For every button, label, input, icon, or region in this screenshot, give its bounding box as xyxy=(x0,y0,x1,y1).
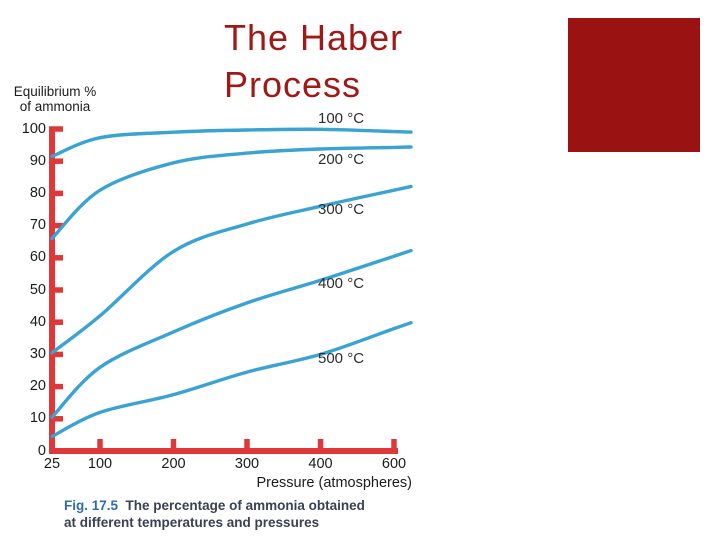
figure-caption: Fig. 17.5 The percentage of ammonia obta… xyxy=(64,498,404,531)
y-tick-label-20: 20 xyxy=(29,378,46,395)
axis-segment xyxy=(170,439,177,448)
axis-segment xyxy=(49,383,63,390)
y-axis-title-line-1: Equilibrium % xyxy=(13,84,97,99)
axis-segment xyxy=(49,222,63,229)
curve-500°C xyxy=(50,321,413,439)
axis-segment xyxy=(97,439,103,448)
y-axis-title: Equilibrium % of ammonia xyxy=(4,84,106,114)
curve-label-500°C: 500 °C xyxy=(318,350,365,367)
y-tick-label-100: 100 xyxy=(21,120,46,137)
axis-segment xyxy=(49,158,63,164)
x-tick-label-400: 400 xyxy=(308,456,333,472)
axis-segment xyxy=(317,439,324,448)
curve-100°C xyxy=(50,127,413,159)
figure-caption-line-1: The percentage of ammonia obtained xyxy=(125,498,365,513)
curve-label-300°C: 300 °C xyxy=(318,201,365,218)
axis-segment xyxy=(49,287,63,293)
y-tick-label-60: 60 xyxy=(29,249,46,266)
curve-200°C xyxy=(50,145,413,241)
x-axis-title: Pressure (atmospheres) xyxy=(256,475,412,491)
decorative-red-square xyxy=(568,18,700,152)
curve-label-400°C: 400 °C xyxy=(318,275,365,292)
axis-segment xyxy=(49,416,63,422)
figure-number: Fig. 17.5 xyxy=(64,498,119,513)
title-line-1: The Haber xyxy=(224,17,404,58)
axis-segment xyxy=(49,126,63,132)
x-tick-label-600: 600 xyxy=(381,456,407,472)
y-tick-label-40: 40 xyxy=(29,313,46,330)
x-tick-label-200: 200 xyxy=(161,456,186,472)
x-tick-label-300: 300 xyxy=(234,456,260,472)
y-tick-label-90: 90 xyxy=(29,152,46,169)
y-axis-title-line-2: of ammonia xyxy=(19,98,91,114)
y-tick-label-10: 10 xyxy=(29,410,46,427)
axis-segment xyxy=(49,190,63,197)
curve-300°C xyxy=(50,184,413,355)
curve-label-100°C: 100 °C xyxy=(318,110,365,127)
y-tick-label-70: 70 xyxy=(29,217,46,234)
x-tick-label-100: 100 xyxy=(87,456,113,472)
title-line-2: Process xyxy=(224,64,362,105)
y-tick-label-80: 80 xyxy=(29,184,46,201)
axis-segment xyxy=(391,439,397,448)
y-tick-label-30: 30 xyxy=(29,345,46,362)
axis-segment xyxy=(49,319,63,325)
curve-400°C xyxy=(50,248,413,419)
slide-title: The Haber Process xyxy=(224,14,403,108)
curve-label-200°C: 200 °C xyxy=(318,151,365,168)
y-tick-label-0: 0 xyxy=(37,442,46,459)
axis-segment xyxy=(49,448,398,454)
axis-segment xyxy=(49,351,63,358)
x-tick-label-25: 25 xyxy=(43,456,61,472)
figure-caption-line-2: at different temperatures and pressures xyxy=(64,514,320,530)
axis-segment xyxy=(244,439,250,448)
y-tick-label-50: 50 xyxy=(29,281,46,298)
axis-segment xyxy=(49,255,63,261)
